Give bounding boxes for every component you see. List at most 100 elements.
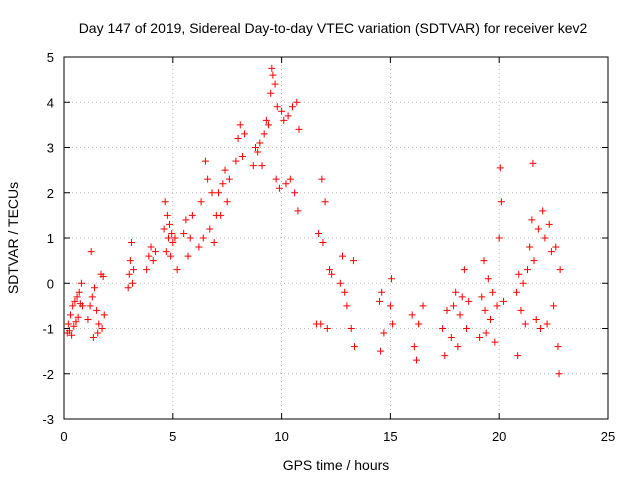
data-point [236,121,244,129]
data-point [70,322,78,330]
data-point [163,211,171,219]
data-point [343,302,351,310]
data-point [184,252,192,260]
data-point [387,275,395,283]
y-tick-label: 4 [47,95,54,110]
data-point [350,343,358,351]
data-point [543,320,551,328]
x-tick-label: 0 [60,429,67,444]
data-point [93,306,101,314]
data-point [267,89,275,97]
y-tick-label: 3 [47,141,54,156]
data-point [530,257,538,265]
data-point [95,320,103,328]
data-point [88,293,96,301]
data-point [295,125,303,133]
data-point [458,293,466,301]
data-point [145,252,153,260]
data-point [339,252,347,260]
data-point [89,334,97,342]
data-point [317,320,325,328]
data-point [75,288,83,296]
data-point [173,266,181,274]
data-point [517,306,525,314]
y-tick-label: -3 [42,412,54,427]
data-point [180,229,188,237]
data-point [534,225,542,233]
data-point [210,239,218,247]
data-point [291,189,299,197]
data-point [160,225,168,233]
data-point [269,71,277,79]
data-point [151,248,159,256]
data-point [408,311,416,319]
data-point [84,315,92,323]
data-point [258,162,266,170]
data-point [519,279,527,287]
data-point [386,302,394,310]
data-point [323,325,331,332]
data-point [74,313,82,321]
data-point [539,207,547,215]
y-tick-labels: -3 -2 -1 0 1 2 3 4 5 [42,50,54,427]
data-point [278,107,286,115]
data-point [199,234,207,242]
data-point [234,134,242,142]
data-point [347,325,355,332]
data-point [389,320,397,328]
data-point [280,116,288,124]
data-point [73,293,81,301]
data-point [260,130,268,138]
data-point [206,225,214,233]
data-point [454,343,462,351]
data-point [208,189,216,197]
data-point [452,288,460,296]
data-point [64,320,72,328]
data-point [275,184,283,192]
data-point [513,288,521,296]
data-point [182,216,190,224]
data-point [282,180,290,188]
data-point [67,311,75,319]
data-point [256,139,264,147]
data-point [315,229,323,237]
data-point [496,164,504,172]
data-point [377,347,385,355]
data-point [552,243,560,251]
data-point [463,325,471,332]
y-axis-label: SDTVAR / TECUs [5,182,21,294]
x-tick-label: 25 [601,429,615,444]
data-point [125,270,133,278]
data-point [318,175,326,183]
data-point [443,306,451,314]
data-point [537,325,545,332]
data-point [271,80,279,88]
data-point [486,315,494,323]
data-point [71,297,79,305]
data-point [376,297,384,305]
data-point [349,257,357,265]
data-point [265,121,273,129]
data-point [204,175,212,183]
y-tick-label: 2 [47,186,54,201]
data-point [238,153,246,161]
data-point [98,325,106,332]
data-point [124,284,132,292]
data-point [221,166,229,174]
data-point [164,234,172,242]
data-point [225,175,233,183]
data-point [219,180,227,188]
chart-title: Day 147 of 2019, Sidereal Day-to-day VTE… [79,20,588,36]
data-point [500,297,508,305]
data-point [521,320,529,328]
data-point [550,302,558,310]
data-point [545,220,553,228]
data-point [195,243,203,251]
data-point [100,311,108,319]
data-point [328,270,336,278]
data-point [514,352,522,360]
data-point [72,318,80,326]
data-point [288,103,296,111]
data-point [166,220,174,228]
